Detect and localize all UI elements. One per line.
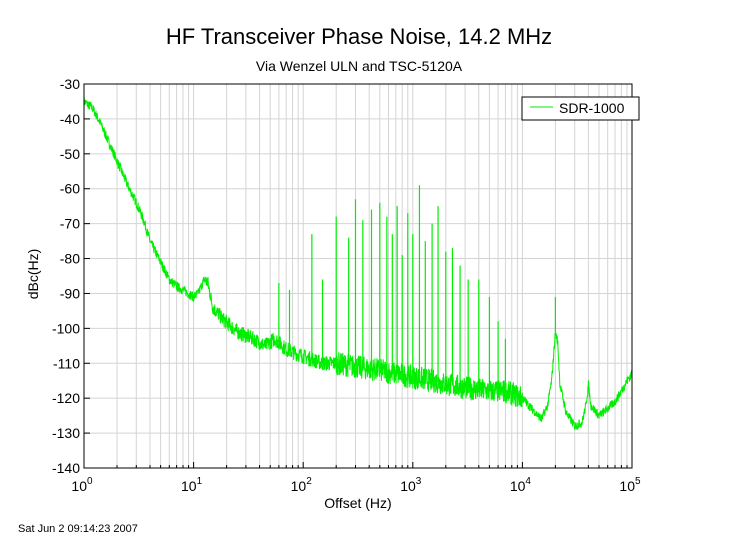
x-tick-label: 102 <box>291 476 313 494</box>
x-tick-label: 104 <box>510 476 532 494</box>
footer-timestamp: Sat Jun 2 09:14:23 2007 <box>18 523 138 535</box>
x-tick-label: 105 <box>619 476 641 494</box>
legend: SDR-1000 <box>521 96 640 121</box>
y-tick-label: -100 <box>52 320 80 336</box>
x-tick-label: 103 <box>400 476 422 494</box>
y-axis-title: dBc(Hz) <box>25 249 41 300</box>
x-axis-ticks: 100 101 102 103 104 105 <box>71 462 641 494</box>
y-tick-label: -50 <box>60 146 80 162</box>
chart-subtitle: Via Wenzel ULN and TSC-5120A <box>255 58 463 74</box>
y-tick-label: -30 <box>60 76 80 92</box>
y-tick-label: -80 <box>60 251 80 267</box>
series-line <box>83 97 633 431</box>
x-tick-label: 101 <box>181 476 203 494</box>
y-tick-label: -130 <box>52 425 80 441</box>
y-tick-label: -70 <box>60 216 80 232</box>
legend-label: SDR-1000 <box>559 100 625 116</box>
legend-box <box>521 96 640 121</box>
x-tick-label: 100 <box>71 476 93 494</box>
y-tick-label: -140 <box>52 460 80 476</box>
chart-title: HF Transceiver Phase Noise, 14.2 MHz <box>165 24 553 49</box>
series-layer <box>83 97 633 431</box>
y-tick-label: -120 <box>52 390 80 406</box>
y-tick-label: -60 <box>60 181 80 197</box>
grid-layer <box>84 84 632 468</box>
y-axis-ticks: -30 -40 -50 -60 -70 -80 -90 -100 -110 -120 -130 -14… <box>52 76 90 476</box>
y-tick-label: -40 <box>60 111 80 127</box>
x-axis-title: Offset (Hz) <box>324 495 391 511</box>
y-tick-label: -110 <box>53 355 80 371</box>
y-tick-label: -90 <box>60 285 80 301</box>
plot-frame <box>83 83 633 469</box>
